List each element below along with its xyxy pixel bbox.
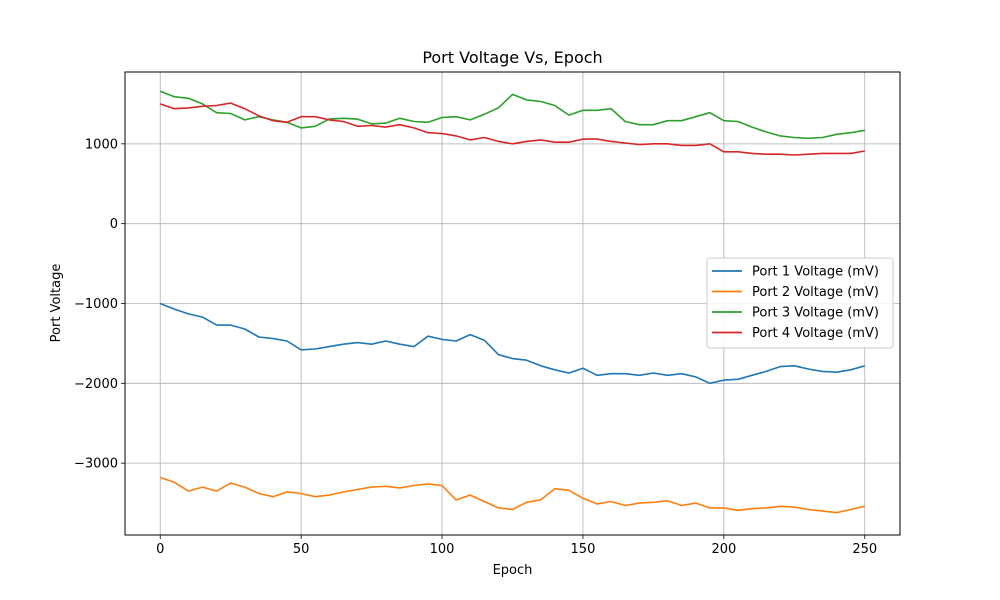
- x-tick-label: 50: [293, 542, 310, 557]
- legend-box: [706, 257, 894, 349]
- y-tick-label: −2000: [74, 377, 118, 392]
- y-tick-label: −3000: [74, 457, 118, 472]
- x-tick-label: 250: [852, 542, 877, 557]
- series-line-port-2: [159, 476, 865, 514]
- x-tick-label: 0: [156, 542, 164, 557]
- legend-label-port-4: Port 4 Voltage (mV): [752, 326, 879, 341]
- legend-label-port-1: Port 1 Voltage (mV): [752, 265, 879, 280]
- series-line-port-4: [159, 102, 865, 156]
- x-tick-label: 200: [711, 542, 736, 557]
- y-tick-label: 1000: [85, 137, 118, 152]
- series-line-port-1: [159, 302, 866, 385]
- series-lines: [159, 90, 866, 514]
- y-tick-label: −1000: [74, 297, 118, 312]
- x-tick-label: 100: [430, 542, 455, 557]
- y-tick-label: 0: [110, 217, 118, 232]
- axis-ticks: 0 50 100 150 200 250 −3000 −2000 −1000 0 1000: [74, 137, 877, 557]
- legend-label-port-3: Port 3 Voltage (mV): [752, 306, 879, 321]
- chart-title: Port Voltage Vs, Epoch: [422, 48, 602, 67]
- x-axis-label: Epoch: [493, 563, 533, 578]
- legend: Port 1 Voltage (mV) Port 2 Voltage (mV) Po…: [706, 257, 894, 349]
- x-tick-label: 150: [571, 542, 596, 557]
- legend-label-port-2: Port 2 Voltage (mV): [752, 285, 879, 300]
- y-axis-label: Port Voltage: [49, 264, 64, 343]
